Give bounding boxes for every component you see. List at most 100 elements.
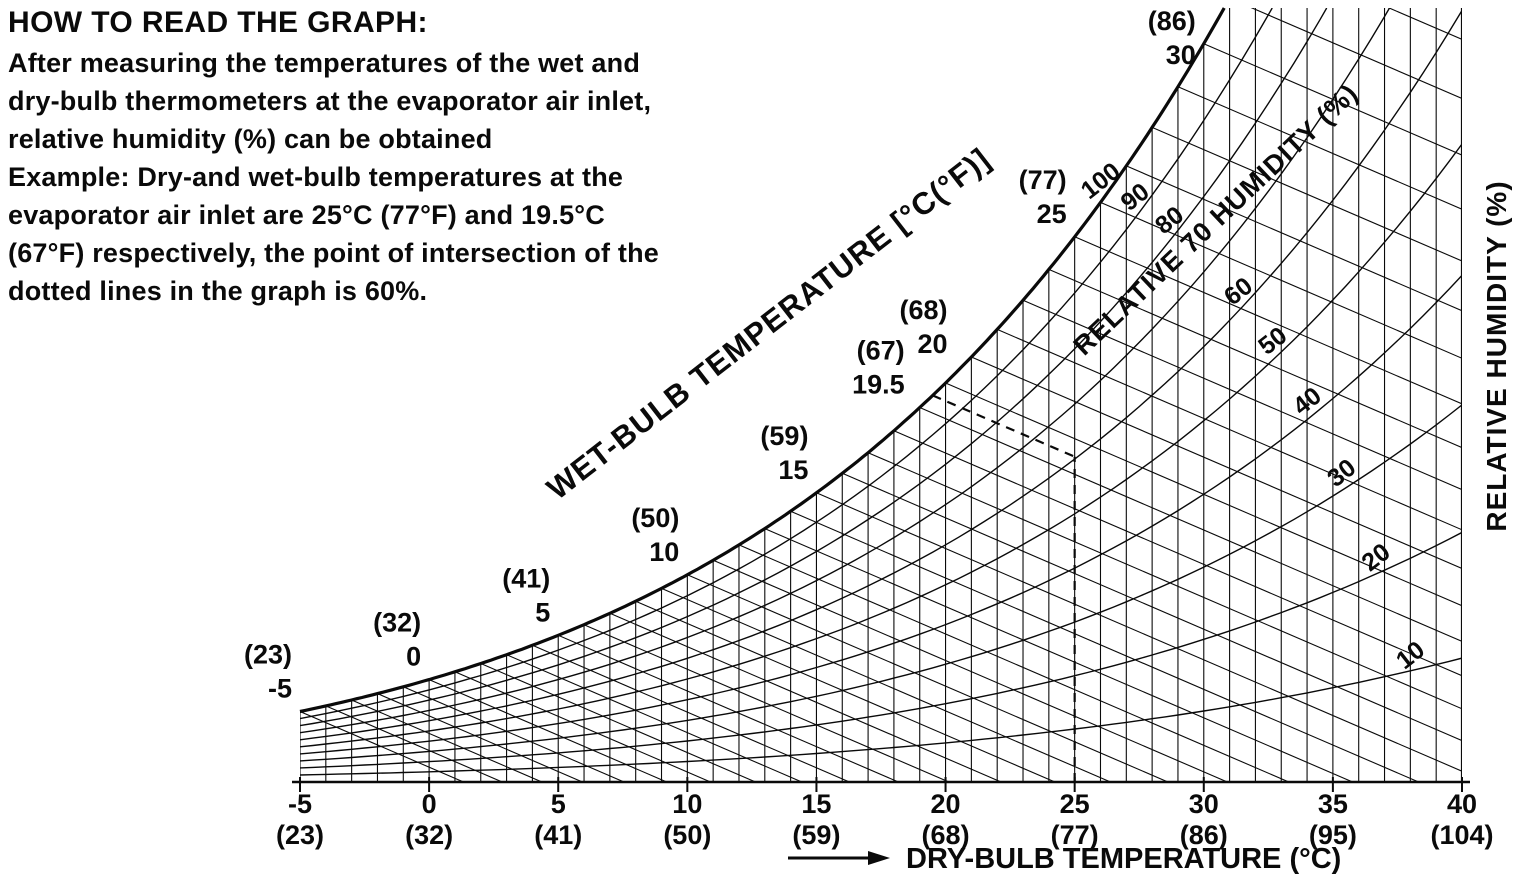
wet-bulb-label-c: 0: [406, 642, 421, 672]
wet-bulb-label-f: (67): [857, 335, 905, 365]
rh-curve-label: 10: [1391, 636, 1430, 675]
rh-curve-label: 20: [1357, 538, 1396, 577]
rh-curve: [300, 10, 1462, 741]
wet-bulb-label-c: 30: [1166, 40, 1196, 70]
x-axis-label-c: 35: [1318, 789, 1348, 819]
rh-curve-label: 40: [1288, 382, 1327, 421]
wet-bulb-line: [1048, 268, 1462, 449]
x-axis-label-f: (77): [1051, 820, 1099, 850]
rh-curve: [300, 143, 1462, 748]
x-axis-label-f: (23): [276, 820, 324, 850]
rh-curve: [300, 531, 1462, 769]
rh-curve-label: 60: [1219, 272, 1258, 311]
wet-bulb-line: [635, 600, 1056, 782]
wet-bulb-line: [661, 587, 1111, 782]
x-axis-label-c: 20: [931, 789, 961, 819]
x-axis-label-f: (50): [663, 820, 711, 850]
wet-bulb-label-f: (59): [760, 421, 808, 451]
wet-bulb-line: [1100, 201, 1462, 359]
rh-curve: [300, 274, 1462, 755]
x-axis-label-c: 5: [551, 789, 566, 819]
wet-bulb-label-c: 25: [1037, 199, 1067, 229]
x-axis-label-f: (32): [405, 820, 453, 850]
wet-bulb-line: [1151, 126, 1462, 262]
example-wet-bulb-dashed-line: [932, 394, 1076, 458]
rh-diagonal-title: RELATIVE 70 HUMIDITY (%): [1068, 78, 1364, 361]
x-axis-label-c: 15: [801, 789, 831, 819]
wet-bulb-label-c: 19.5: [852, 369, 905, 399]
x-axis-label-f: (86): [1180, 820, 1228, 850]
howto-title: HOW TO READ THE GRAPH:: [8, 6, 428, 39]
wet-bulb-line: [687, 574, 1169, 782]
x-axis-label-c: 10: [672, 789, 702, 819]
rh-right-axis-title: RELATIVE HUMIDITY (%): [1481, 180, 1512, 531]
wet-bulb-line: [971, 356, 1462, 570]
wet-bulb-line: [454, 671, 711, 782]
wet-bulb-label-c: 20: [918, 329, 948, 359]
howto-line: evaporator air inlet are 25°C (77°F) and…: [8, 200, 606, 230]
wet-bulb-line: [1255, 8, 1462, 40]
wet-bulb-line: [1177, 86, 1462, 210]
wet-bulb-line: [764, 528, 1353, 782]
wet-bulb-line: [1074, 236, 1462, 405]
x-axis-label-c: 0: [422, 789, 437, 819]
rh-curve-label: 50: [1253, 321, 1292, 360]
wet-bulb-line: [480, 662, 756, 782]
rh-curve: [300, 8, 1273, 720]
wet-bulb-line: [506, 654, 803, 782]
saturation-curve: [299, 7, 1226, 714]
wet-bulb-line: [738, 544, 1290, 782]
x-axis-label-f: (95): [1309, 820, 1357, 850]
wet-bulb-label-c: -5: [268, 673, 292, 703]
wet-bulb-line: [325, 705, 503, 782]
x-axis-label-f: (68): [922, 820, 970, 850]
wet-bulb-label-f: (41): [502, 563, 550, 593]
wet-bulb-label-f: (32): [373, 608, 421, 638]
x-axis-label-c: -5: [288, 789, 312, 819]
wet-bulb-line: [996, 328, 1462, 531]
wet-bulb-line: [816, 492, 1462, 772]
wet-bulb-line: [842, 472, 1462, 742]
wet-bulb-line: [351, 699, 543, 782]
howto-line: After measuring the temperatures of the …: [8, 48, 641, 78]
wet-bulb-line: [867, 452, 1462, 710]
howto-line: dotted lines in the graph is 60%.: [8, 276, 428, 306]
x-axis-label-c: 25: [1060, 789, 1090, 819]
howto-line: relative humidity (%) can be obtained: [8, 124, 493, 154]
howto-line: dry-bulb thermometers at the evaporator …: [8, 86, 652, 116]
howto-text-block: HOW TO READ THE GRAPH: After measuring t…: [8, 6, 788, 310]
howto-lines: After measuring the temperatures of the …: [8, 44, 788, 310]
howto-line: Example: Dry-and wet-bulb temperatures a…: [8, 162, 624, 192]
legend-label: DRY-BULB TEMPERATURE (°C): [906, 843, 1341, 875]
wet-bulb-label-f: (77): [1019, 165, 1067, 195]
rh-curve: [300, 8, 1391, 734]
rh-curve-label: 30: [1322, 453, 1361, 492]
wet-bulb-line: [609, 612, 1002, 782]
howto-line: (67°F) respectively, the point of inters…: [8, 238, 659, 268]
wet-bulb-line: [557, 634, 899, 782]
wet-bulb-label-c: 15: [778, 455, 808, 485]
x-axis-label-c: 30: [1189, 789, 1219, 819]
wet-bulb-line: [532, 644, 850, 782]
wet-bulb-line: [712, 559, 1228, 782]
rh-curve: [300, 8, 1328, 727]
legend-arrow-icon: [868, 851, 890, 865]
rh-curve: [300, 404, 1462, 762]
wet-bulb-label-f: (68): [900, 295, 948, 325]
x-axis-label-f: (59): [792, 820, 840, 850]
wet-bulb-label-f: (86): [1148, 6, 1196, 36]
wet-bulb-line: [1126, 165, 1462, 312]
wet-bulb-line: [1022, 299, 1462, 491]
wet-bulb-line: [893, 430, 1462, 677]
wet-bulb-line: [583, 624, 950, 782]
rh-curve: [300, 657, 1462, 776]
wet-bulb-line: [377, 693, 583, 782]
x-axis-label-c: 40: [1447, 789, 1477, 819]
x-axis-label-f: (104): [1430, 820, 1493, 850]
x-axis-label-f: (41): [534, 820, 582, 850]
wet-bulb-line: [919, 406, 1462, 642]
wet-bulb-label-f: (50): [631, 503, 679, 533]
wet-bulb-label-f: (23): [244, 639, 292, 669]
